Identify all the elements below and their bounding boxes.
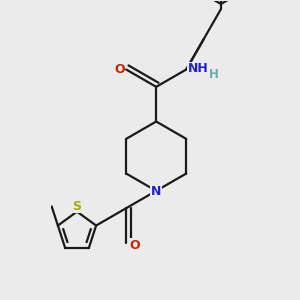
Text: O: O <box>130 239 140 252</box>
Text: H: H <box>208 68 218 81</box>
Text: O: O <box>114 63 125 76</box>
Text: S: S <box>73 200 82 213</box>
Text: NH: NH <box>188 62 209 75</box>
Text: N: N <box>151 185 161 198</box>
